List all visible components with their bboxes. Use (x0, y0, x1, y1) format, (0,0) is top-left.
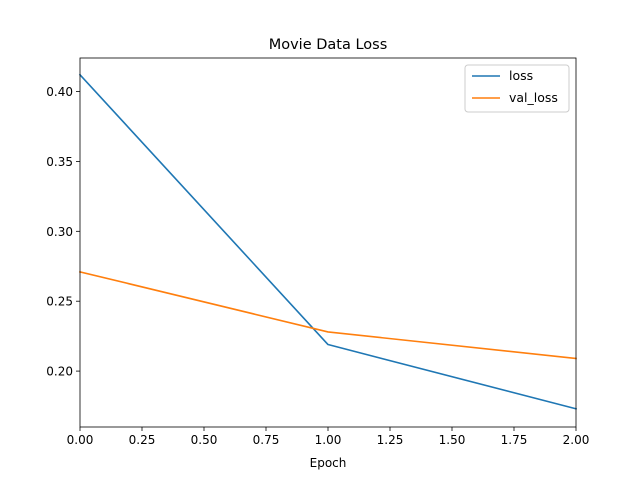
legend-label-val-loss: val_loss (509, 90, 558, 105)
x-tick-label: 1.50 (439, 433, 466, 447)
series-line-loss (78, 73, 577, 410)
series-line-val-loss (79, 270, 577, 360)
x-tick-label: 0.25 (129, 433, 156, 447)
y-axis-ticks: 0.20 0.25 0.30 0.35 0.40 (46, 85, 80, 379)
y-tick-label: 0.30 (46, 225, 73, 239)
x-tick-label: 0.00 (67, 433, 94, 447)
plot-frame (79, 57, 577, 428)
x-tick-label: 2.00 (563, 433, 590, 447)
chart-title: Movie Data Loss (269, 37, 388, 53)
series-layer (78, 73, 577, 410)
y-tick-label: 0.20 (46, 365, 73, 379)
y-tick-label: 0.35 (46, 155, 73, 169)
x-tick-label: 0.75 (253, 433, 280, 447)
legend-label-loss: loss (509, 68, 533, 83)
y-tick-label: 0.25 (46, 295, 73, 309)
x-axis-ticks: 0.00 0.25 0.50 0.75 1.00 1.25 1.50 1.75 2.00 (67, 427, 590, 447)
x-tick-label: 1.75 (501, 433, 528, 447)
x-tick-label: 1.25 (377, 433, 404, 447)
x-axis-label: Epoch (310, 456, 347, 470)
plot-area (80, 58, 576, 427)
x-tick-label: 0.50 (191, 433, 218, 447)
x-tick-label: 1.00 (315, 433, 342, 447)
legend: loss val_loss (464, 64, 570, 113)
y-tick-label: 0.40 (46, 85, 73, 99)
